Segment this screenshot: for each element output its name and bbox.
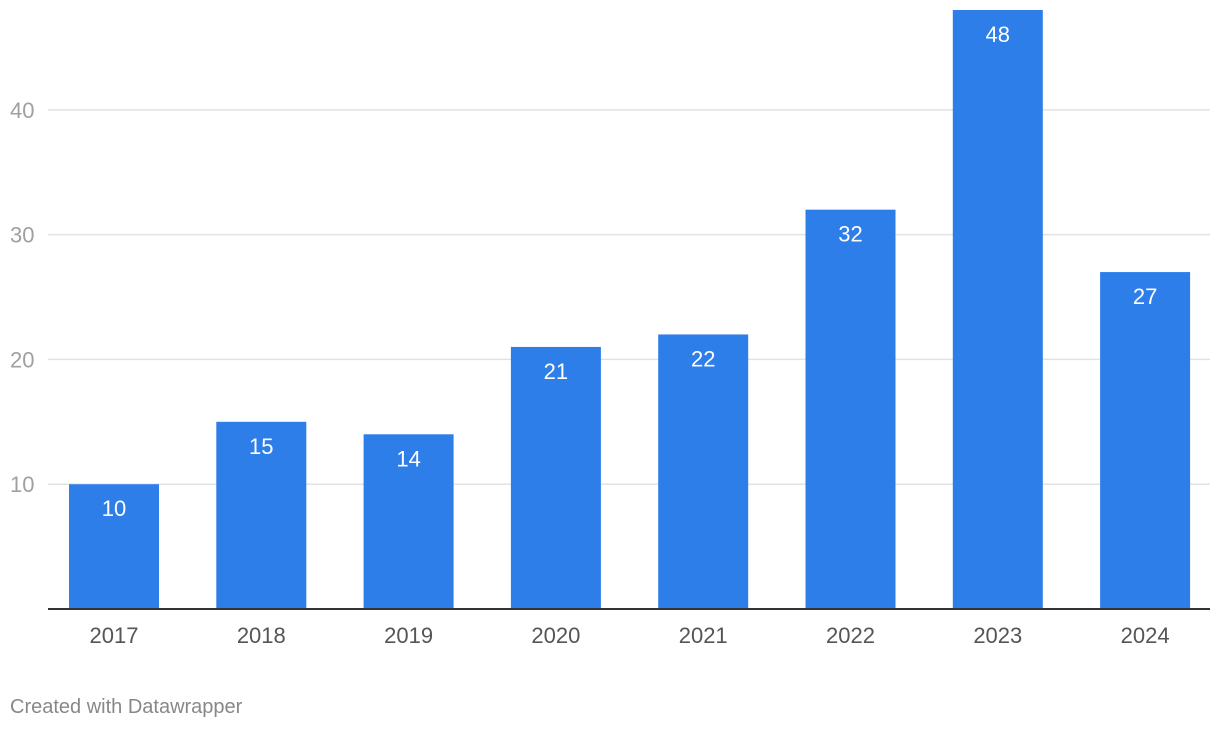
bar <box>1100 272 1191 609</box>
bar-layer <box>69 10 1191 609</box>
bar-value-label: 27 <box>1133 284 1157 309</box>
bar <box>363 434 454 609</box>
bar <box>216 421 307 609</box>
x-tick-label: 2023 <box>973 623 1022 648</box>
label-layer: 10 20 30 40 10 2017 15 2018 14 2019 21 2020 22 2021 32… <box>10 22 1170 648</box>
bar-value-label: 48 <box>986 22 1010 47</box>
bar-value-label: 10 <box>102 496 126 521</box>
x-tick-label: 2020 <box>531 623 580 648</box>
bar <box>510 346 601 609</box>
y-tick-label: 20 <box>10 347 34 372</box>
bar-value-label: 21 <box>544 359 568 384</box>
bar <box>658 334 749 609</box>
y-tick-label: 30 <box>10 223 34 248</box>
bar-chart: 10 20 30 40 10 2017 15 2018 14 2019 21 2020 22 2021 32… <box>10 10 1210 648</box>
bar-value-label: 22 <box>691 346 715 371</box>
bar <box>805 209 896 609</box>
x-tick-label: 2018 <box>237 623 286 648</box>
bar <box>69 484 159 609</box>
datawrapper-credit: Created with Datawrapper <box>10 696 243 718</box>
x-tick-label: 2024 <box>1121 623 1170 648</box>
x-tick-label: 2021 <box>679 623 728 648</box>
x-tick-label: 2017 <box>90 623 139 648</box>
y-tick-label: 40 <box>10 98 34 123</box>
x-tick-label: 2019 <box>384 623 433 648</box>
y-tick-label: 10 <box>10 472 34 497</box>
x-tick-label: 2022 <box>826 623 875 648</box>
bar-value-label: 14 <box>396 446 420 471</box>
bar-value-label: 15 <box>249 434 273 459</box>
bar <box>952 10 1043 609</box>
bar-value-label: 32 <box>838 222 862 247</box>
